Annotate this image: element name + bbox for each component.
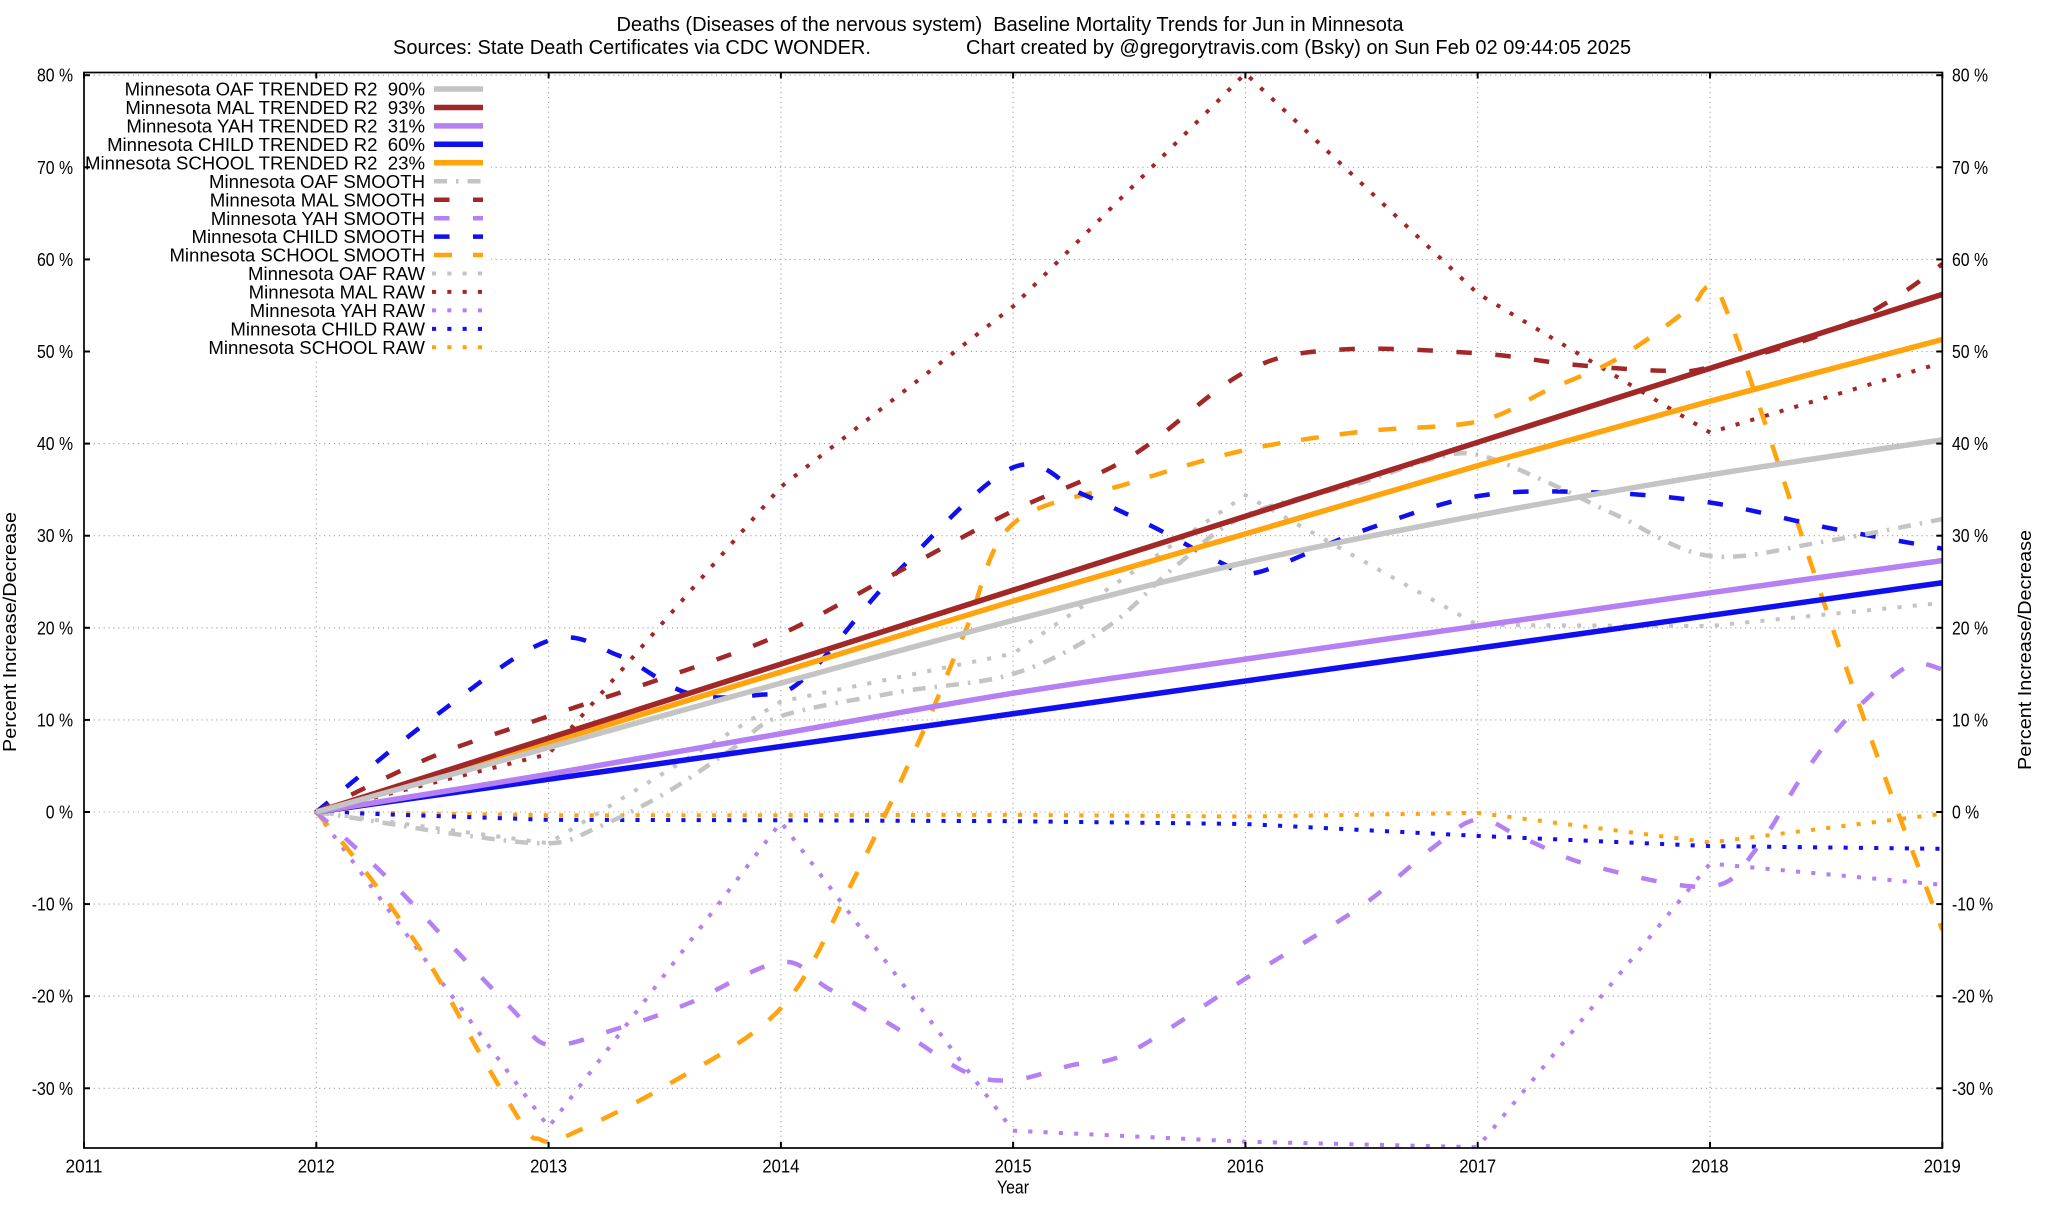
svg-text:2011: 2011 xyxy=(66,1156,103,1177)
svg-text:Minnesota CHILD TRENDED R2 60: Minnesota CHILD TRENDED R2 60% xyxy=(107,134,425,155)
svg-text:Minnesota OAF TRENDED R2 90%: Minnesota OAF TRENDED R2 90% xyxy=(125,79,425,100)
svg-text:2013: 2013 xyxy=(530,1156,567,1177)
svg-text:70 %: 70 % xyxy=(1952,157,1988,178)
svg-text:Sources: State Death Certifica: Sources: State Death Certificates via CD… xyxy=(393,37,871,59)
svg-text:2018: 2018 xyxy=(1692,1156,1729,1177)
svg-text:0 %: 0 % xyxy=(1952,802,1979,823)
svg-text:-20 %: -20 % xyxy=(32,986,73,1007)
svg-text:Deaths (Diseases of the nervou: Deaths (Diseases of the nervous system) … xyxy=(616,14,1404,36)
svg-text:Minnesota CHILD SMOOTH: Minnesota CHILD SMOOTH xyxy=(191,226,425,247)
svg-text:20 %: 20 % xyxy=(1952,617,1988,638)
svg-text:Year: Year xyxy=(997,1177,1029,1198)
svg-text:Minnesota CHILD RAW: Minnesota CHILD RAW xyxy=(230,319,425,340)
svg-text:80 %: 80 % xyxy=(1952,65,1988,86)
svg-text:80 %: 80 % xyxy=(37,65,73,86)
svg-text:2019: 2019 xyxy=(1924,1156,1961,1177)
svg-text:Percent Increase/Decrease: Percent Increase/Decrease xyxy=(0,512,20,752)
svg-text:50 %: 50 % xyxy=(37,341,73,362)
svg-text:70 %: 70 % xyxy=(37,157,73,178)
svg-text:Percent Increase/Decrease: Percent Increase/Decrease xyxy=(2014,530,2035,770)
svg-text:Minnesota YAH SMOOTH: Minnesota YAH SMOOTH xyxy=(211,208,425,229)
svg-text:2015: 2015 xyxy=(995,1156,1032,1177)
svg-text:10 %: 10 % xyxy=(1952,709,1988,730)
svg-text:0 %: 0 % xyxy=(46,802,73,823)
svg-text:2012: 2012 xyxy=(298,1156,335,1177)
svg-text:Minnesota SCHOOL TRENDED R2 2: Minnesota SCHOOL TRENDED R2 23% xyxy=(85,152,425,173)
svg-text:60 %: 60 % xyxy=(1952,249,1988,270)
svg-text:2014: 2014 xyxy=(762,1156,799,1177)
svg-text:Minnesota SCHOOL RAW: Minnesota SCHOOL RAW xyxy=(208,337,425,358)
svg-text:30 %: 30 % xyxy=(37,525,73,546)
svg-text:Minnesota SCHOOL SMOOTH: Minnesota SCHOOL SMOOTH xyxy=(169,245,425,266)
svg-text:-10 %: -10 % xyxy=(32,894,73,915)
svg-text:Minnesota OAF RAW: Minnesota OAF RAW xyxy=(248,263,425,284)
svg-text:Minnesota OAF SMOOTH: Minnesota OAF SMOOTH xyxy=(209,171,425,192)
svg-text:Minnesota MAL TRENDED R2 93%: Minnesota MAL TRENDED R2 93% xyxy=(125,97,425,118)
svg-text:-30 %: -30 % xyxy=(1952,1078,1993,1099)
svg-text:2017: 2017 xyxy=(1459,1156,1496,1177)
svg-text:50 %: 50 % xyxy=(1952,341,1988,362)
svg-text:Minnesota MAL SMOOTH: Minnesota MAL SMOOTH xyxy=(210,189,425,210)
svg-text:30 %: 30 % xyxy=(1952,525,1988,546)
svg-text:-10 %: -10 % xyxy=(1952,894,1993,915)
svg-text:10 %: 10 % xyxy=(37,709,73,730)
svg-text:40 %: 40 % xyxy=(37,433,73,454)
svg-text:-30 %: -30 % xyxy=(32,1078,73,1099)
svg-text:2016: 2016 xyxy=(1227,1156,1264,1177)
svg-text:20 %: 20 % xyxy=(37,617,73,638)
svg-text:Minnesota MAL RAW: Minnesota MAL RAW xyxy=(249,282,426,303)
svg-text:Minnesota YAH TRENDED R2 31%: Minnesota YAH TRENDED R2 31% xyxy=(126,116,425,137)
svg-text:40 %: 40 % xyxy=(1952,433,1988,454)
svg-text:60 %: 60 % xyxy=(37,249,73,270)
svg-text:Minnesota YAH RAW: Minnesota YAH RAW xyxy=(250,300,426,321)
svg-text:Chart created by @gregorytravi: Chart created by @gregorytravis.com (Bsk… xyxy=(966,37,1631,59)
svg-text:-20 %: -20 % xyxy=(1952,986,1993,1007)
